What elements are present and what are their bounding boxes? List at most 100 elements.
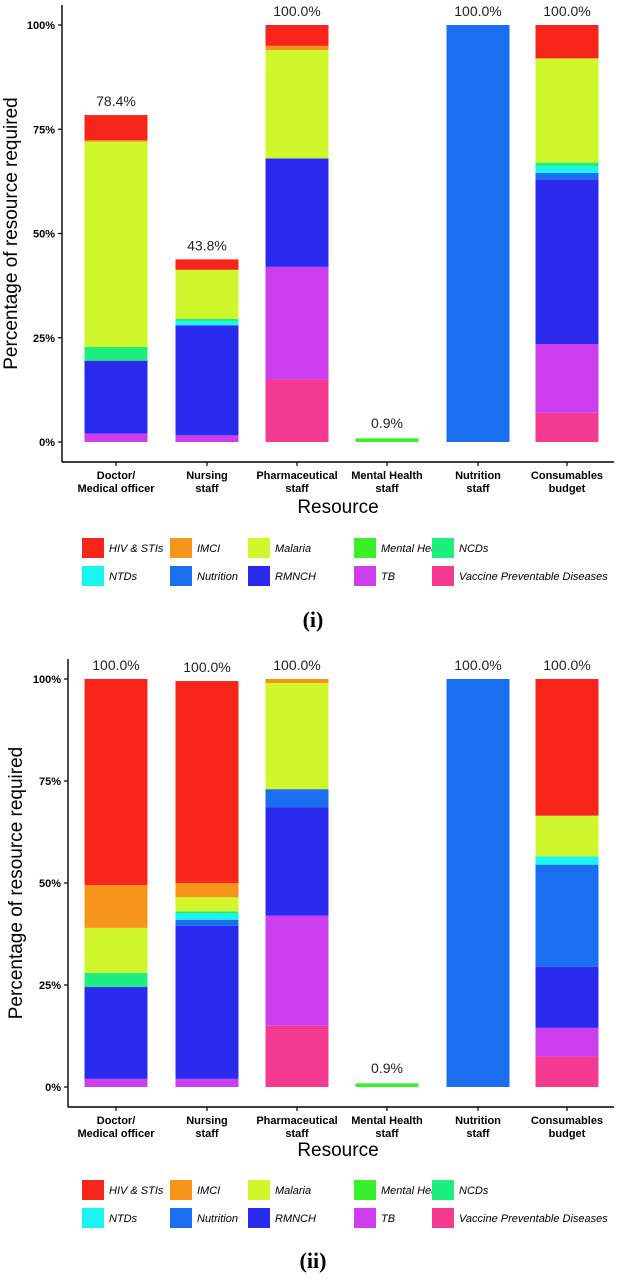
legend-label-vaccine-preventable-diseases: Vaccine Preventable Diseases — [459, 571, 608, 583]
legend: HIV & STIs IMCI Malaria Mental Health NCDs NT… — [82, 538, 608, 586]
bar-segment-rmnch — [535, 179, 599, 345]
legend-label-imci: IMCI — [197, 1185, 220, 1197]
chart-panel-2: 0% 25% 50% 75% 100% Percentage of resource re… — [6, 657, 614, 1273]
bar-segment-ncds — [535, 162, 599, 167]
bar-segment-ntds — [175, 321, 239, 326]
legend-label-hiv-stis: HIV & STIs — [109, 543, 164, 555]
legend-label-vaccine-preventable-diseases: Vaccine Preventable Diseases — [459, 1213, 608, 1225]
bar-total-label: 100.0% — [543, 3, 590, 19]
bar-segment-imci — [175, 883, 239, 898]
legend-label-ncds: NCDs — [459, 543, 489, 555]
bar-segment-malaria — [535, 815, 599, 857]
legend-label-hiv-stis: HIV & STIs — [109, 1185, 164, 1197]
x-tick-label: Medical officer — [77, 1128, 155, 1140]
bar-segment-hiv-stis — [84, 115, 148, 141]
bar-segment-mental-health — [355, 1083, 419, 1087]
bar-total-label: 78.4% — [96, 93, 136, 109]
legend-swatch-rmnch — [248, 566, 270, 586]
bar-segment-hiv-stis — [265, 25, 329, 46]
bar-segment-rmnch — [265, 158, 329, 267]
y-tick-label: 0% — [45, 1082, 61, 1094]
x-tick-label: staff — [375, 483, 399, 495]
bar-segment-malaria — [84, 141, 148, 347]
x-tick-label: Mental Health — [351, 470, 423, 482]
y-tick-label: 0% — [39, 437, 55, 449]
x-tick-label: Consumables — [531, 470, 603, 482]
bar-segment-malaria — [265, 50, 329, 159]
legend-label-malaria: Malaria — [275, 1185, 311, 1197]
legend-label-tb: TB — [381, 1213, 395, 1225]
legend-label-mental-health: Mental Health — [381, 1185, 449, 1197]
legend-label-nutrition: Nutrition — [197, 571, 238, 583]
legend-swatch-rmnch — [248, 1208, 270, 1228]
bar-segment-tb — [84, 433, 148, 442]
bar-total-label: 100.0% — [92, 657, 139, 673]
bar-segment-tb — [84, 1078, 148, 1087]
legend-swatch-ntds — [82, 1208, 104, 1228]
bar-total-label: 0.9% — [371, 1060, 403, 1076]
x-tick-label: staff — [466, 1128, 490, 1140]
bar-segment-rmnch — [175, 325, 239, 436]
bar-segment-hiv-stis — [175, 681, 239, 883]
bar-segment-malaria — [535, 58, 599, 163]
bar-segment-rmnch — [175, 925, 239, 1079]
bar-segment-hiv-stis — [535, 679, 599, 816]
legend-label-malaria: Malaria — [275, 543, 311, 555]
bar-segment-hiv-stis — [84, 679, 148, 886]
bar-segment-mental-health — [355, 438, 419, 442]
x-tick-label: Consumables — [531, 1115, 603, 1127]
x-tick-label: budget — [549, 483, 586, 495]
bar-segment-ncds — [84, 972, 148, 988]
legend-label-nutrition: Nutrition — [197, 1213, 238, 1225]
bar-segment-imci — [265, 679, 329, 684]
legend-label-imci: IMCI — [197, 543, 220, 555]
bar-segment-vaccine-preventable-diseases — [265, 379, 329, 442]
y-axis-title: Percentage of resource required — [1, 97, 22, 370]
bar-segment-malaria — [175, 269, 239, 319]
bar-segment-nutrition — [535, 864, 599, 967]
bar-segment-rmnch — [84, 987, 148, 1079]
bar-segment-tb — [265, 915, 329, 1026]
bar-total-label: 43.8% — [187, 237, 227, 253]
bar-segment-hiv-stis — [535, 25, 599, 59]
y-tick-label: 50% — [33, 229, 55, 241]
legend-swatch-nutrition — [170, 1208, 192, 1228]
bar-segment-nutrition — [446, 25, 510, 442]
bar-segment-tb — [535, 344, 599, 413]
x-tick-label: Nursing — [186, 470, 228, 482]
x-tick-label: staff — [195, 1128, 219, 1140]
bar-segment-imci — [84, 138, 148, 142]
legend-label-ncds: NCDs — [459, 1185, 489, 1197]
x-tick-label: Nursing — [186, 1115, 228, 1127]
bar-segment-vaccine-preventable-diseases — [535, 412, 599, 442]
legend-swatch-mental-health — [354, 538, 376, 558]
bar-segment-hiv-stis — [175, 259, 239, 270]
legend-swatch-hiv-stis — [82, 538, 104, 558]
y-tick-label: 25% — [39, 980, 61, 992]
bar-segment-rmnch — [265, 807, 329, 916]
y-tick-label: 25% — [33, 333, 55, 345]
bar-segment-malaria — [265, 683, 329, 790]
x-tick-label: staff — [466, 483, 490, 495]
bar-segment-nutrition — [535, 173, 599, 180]
bar-segment-ntds — [535, 856, 599, 865]
y-axis-title: Percentage of resource required — [6, 747, 27, 1020]
bar-segment-imci — [84, 885, 148, 928]
legend-swatch-malaria — [248, 1180, 270, 1200]
bar-total-label: 100.0% — [273, 3, 320, 19]
x-tick-label: Pharmaceutical — [256, 470, 337, 482]
bar-total-label: 100.0% — [543, 657, 590, 673]
legend-swatch-imci — [170, 1180, 192, 1200]
bar-segment-vaccine-preventable-diseases — [535, 1056, 599, 1087]
x-tick-label: staff — [195, 483, 219, 495]
bar-total-label: 100.0% — [273, 657, 320, 673]
bar-segment-nutrition — [446, 679, 510, 1087]
legend: HIV & STIs IMCI Malaria Mental Health NCDs NT… — [82, 1180, 608, 1228]
bar-segment-rmnch — [535, 966, 599, 1028]
bar-segment-rmnch — [84, 360, 148, 434]
bar-segment-vaccine-preventable-diseases — [265, 1025, 329, 1087]
chart-panel-1: 0% 25% 50% 75% 100% Percentage of resource re… — [1, 3, 614, 632]
bar-segment-nutrition — [175, 919, 239, 926]
x-tick-label: Nutrition — [455, 470, 501, 482]
legend-label-ntds: NTDs — [109, 1213, 138, 1225]
